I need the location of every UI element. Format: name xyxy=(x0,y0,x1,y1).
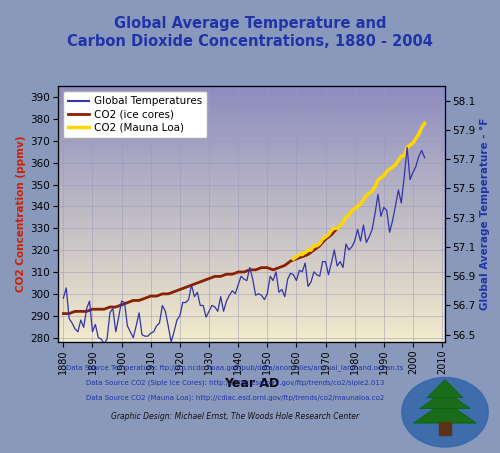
Text: Data Source CO2 (Mauna Loa): http://cdiac.esd.ornl.gov/ftp/trends/co2/maunaloa.c: Data Source CO2 (Mauna Loa): http://cdia… xyxy=(86,395,384,401)
Polygon shape xyxy=(427,380,463,398)
Y-axis label: Global Average Temperature - °F: Global Average Temperature - °F xyxy=(480,118,490,310)
Text: Global Average Temperature and
Carbon Dioxide Concentrations, 1880 - 2004: Global Average Temperature and Carbon Di… xyxy=(67,16,433,49)
Polygon shape xyxy=(420,390,470,409)
X-axis label: Year AD: Year AD xyxy=(224,377,279,390)
Y-axis label: CO2 Concentration (ppmv): CO2 Concentration (ppmv) xyxy=(16,136,26,292)
Text: Data Source Temperature: ftp://ftp.ncdc.noaa.gov/pub/data/anomalies/annual_land.: Data Source Temperature: ftp://ftp.ncdc.… xyxy=(66,365,404,371)
Text: Data Source CO2 (Siple Ice Cores): http://cdiac.esd.ornl.gov/ftp/trends/co2/sipl: Data Source CO2 (Siple Ice Cores): http:… xyxy=(86,380,384,386)
Circle shape xyxy=(402,377,488,447)
Polygon shape xyxy=(414,401,476,423)
Bar xyxy=(438,422,452,435)
Legend: Global Temperatures, CO2 (ice cores), CO2 (Mauna Loa): Global Temperatures, CO2 (ice cores), CO… xyxy=(62,91,208,138)
Text: Graphic Design: Michael Ernst, The Woods Hole Research Center: Graphic Design: Michael Ernst, The Woods… xyxy=(111,412,359,421)
